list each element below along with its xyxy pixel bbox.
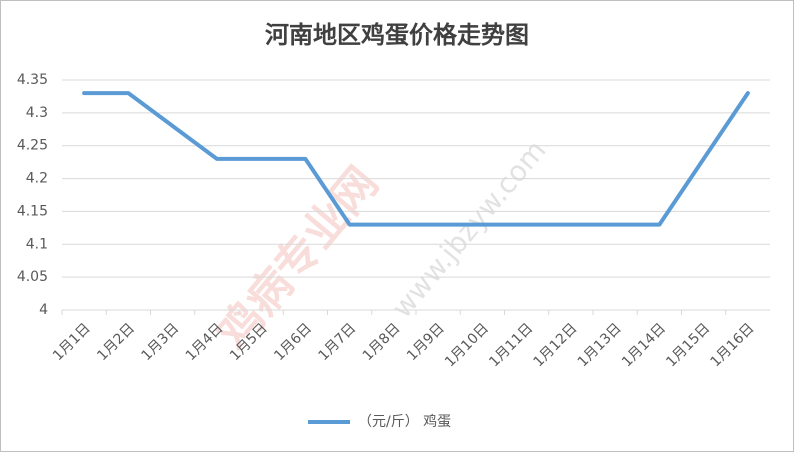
line-series bbox=[82, 91, 750, 227]
y-tick-label: 4.1 bbox=[26, 236, 48, 252]
y-tick-label: 4.25 bbox=[17, 138, 48, 154]
y-tick-label: 4.3 bbox=[26, 105, 48, 121]
legend-label: （元/斤） 鸡蛋 bbox=[358, 413, 451, 430]
y-tick-label: 4 bbox=[39, 302, 48, 318]
chart-title: 河南地区鸡蛋价格走势图 bbox=[265, 21, 529, 49]
y-tick-label: 4.2 bbox=[26, 171, 48, 187]
y-tick-label: 4.15 bbox=[17, 203, 48, 219]
y-tick-label: 4.35 bbox=[17, 72, 48, 88]
y-tick-label: 4.05 bbox=[17, 269, 48, 285]
